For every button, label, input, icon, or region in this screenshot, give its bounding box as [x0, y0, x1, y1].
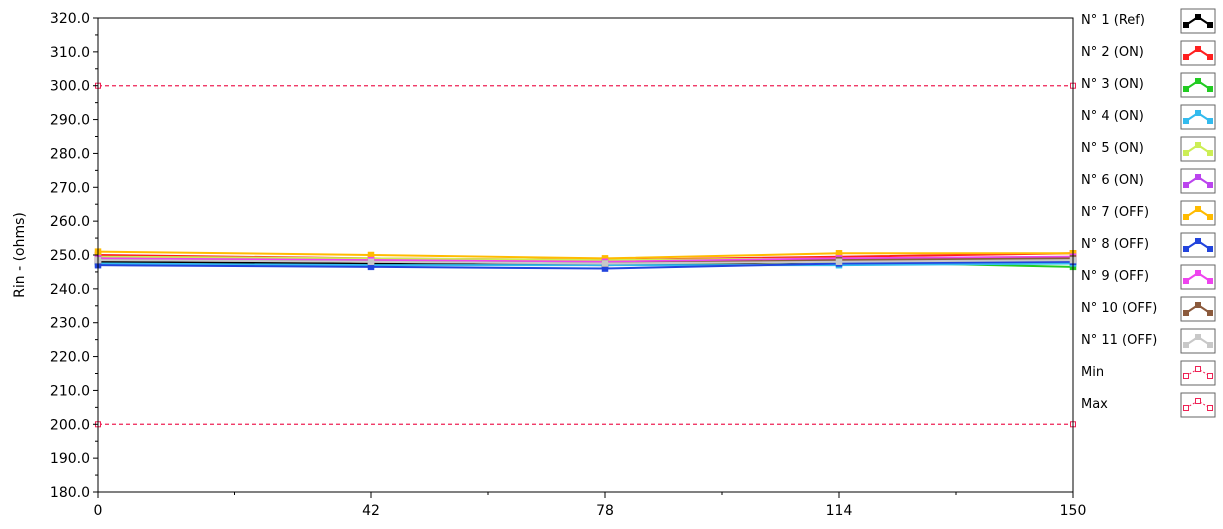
legend-item: N° 6 (ON)	[1081, 168, 1216, 194]
legend: N° 1 (Ref) N° 2 (ON) N° 3 (ON) N° 4 (ON) N° …	[1081, 8, 1216, 418]
legend-item: Min	[1081, 360, 1216, 386]
legend-label: N° 7 (OFF)	[1081, 205, 1149, 220]
legend-swatch	[1180, 296, 1216, 322]
legend-swatch	[1180, 136, 1216, 162]
legend-label: N° 2 (ON)	[1081, 45, 1144, 60]
y-tick-label: 270.0	[50, 180, 90, 196]
legend-label: N° 3 (ON)	[1081, 77, 1144, 92]
y-tick-label: 300.0	[50, 79, 90, 95]
y-tick-label: 210.0	[50, 383, 90, 399]
y-tick-label: 220.0	[50, 350, 90, 366]
legend-item: N° 10 (OFF)	[1081, 296, 1216, 322]
legend-label: N° 9 (OFF)	[1081, 269, 1149, 284]
legend-swatch	[1180, 360, 1216, 386]
y-tick-label: 290.0	[50, 113, 90, 129]
legend-swatch	[1180, 232, 1216, 258]
legend-item: N° 4 (ON)	[1081, 104, 1216, 130]
data-point	[835, 258, 843, 266]
x-tick-label: 150	[1060, 503, 1087, 519]
legend-swatch	[1180, 328, 1216, 354]
legend-label: N° 4 (ON)	[1081, 109, 1144, 124]
legend-item: N° 7 (OFF)	[1081, 200, 1216, 226]
legend-swatch	[1180, 264, 1216, 290]
y-tick-label: 250.0	[50, 248, 90, 264]
legend-item: N° 11 (OFF)	[1081, 328, 1216, 354]
legend-swatch	[1180, 72, 1216, 98]
legend-label: N° 1 (Ref)	[1081, 13, 1145, 28]
y-tick-label: 190.0	[50, 451, 90, 467]
x-tick-label: 42	[362, 503, 380, 519]
legend-item: N° 5 (ON)	[1081, 136, 1216, 162]
legend-label: N° 6 (ON)	[1081, 173, 1144, 188]
legend-swatch	[1180, 8, 1216, 34]
y-tick-label: 310.0	[50, 45, 90, 61]
x-tick-label: 78	[596, 503, 614, 519]
legend-item: N° 9 (OFF)	[1081, 264, 1216, 290]
legend-item: N° 8 (OFF)	[1081, 232, 1216, 258]
series-11	[95, 421, 1076, 428]
legend-label: N° 10 (OFF)	[1081, 301, 1157, 316]
legend-swatch	[1180, 200, 1216, 226]
legend-swatch	[1180, 168, 1216, 194]
legend-item: N° 1 (Ref)	[1081, 8, 1216, 34]
legend-swatch	[1180, 40, 1216, 66]
y-tick-label: 320.0	[50, 11, 90, 27]
legend-label: N° 8 (OFF)	[1081, 237, 1149, 252]
y-axis-label: Rin - (ohms)	[12, 212, 28, 298]
data-point	[367, 258, 375, 266]
y-tick-label: 260.0	[50, 214, 90, 230]
y-tick-label: 280.0	[50, 146, 90, 162]
y-tick-label: 180.0	[50, 485, 90, 501]
y-axis: 180.0 190.0 200.0 210.0 220.0 230.0 240.0 250.0…	[50, 11, 98, 501]
x-tick-label: 114	[826, 503, 853, 519]
y-tick-label: 230.0	[50, 316, 90, 332]
legend-label: Min	[1081, 365, 1104, 380]
x-axis: 0 42 78 114 150	[94, 492, 1087, 519]
x-tick-label: 0	[94, 503, 103, 519]
legend-label: Max	[1081, 397, 1108, 412]
y-tick-label: 240.0	[50, 282, 90, 298]
plot-content	[94, 82, 1077, 428]
legend-item: N° 2 (ON)	[1081, 40, 1216, 66]
data-point	[601, 260, 609, 267]
series-12	[95, 82, 1076, 89]
legend-item: N° 3 (ON)	[1081, 72, 1216, 98]
legend-swatch	[1180, 392, 1216, 418]
legend-label: N° 11 (OFF)	[1081, 333, 1157, 348]
legend-item: Max	[1081, 392, 1216, 418]
y-tick-label: 200.0	[50, 417, 90, 433]
legend-label: N° 5 (ON)	[1081, 141, 1144, 156]
legend-swatch	[1180, 104, 1216, 130]
